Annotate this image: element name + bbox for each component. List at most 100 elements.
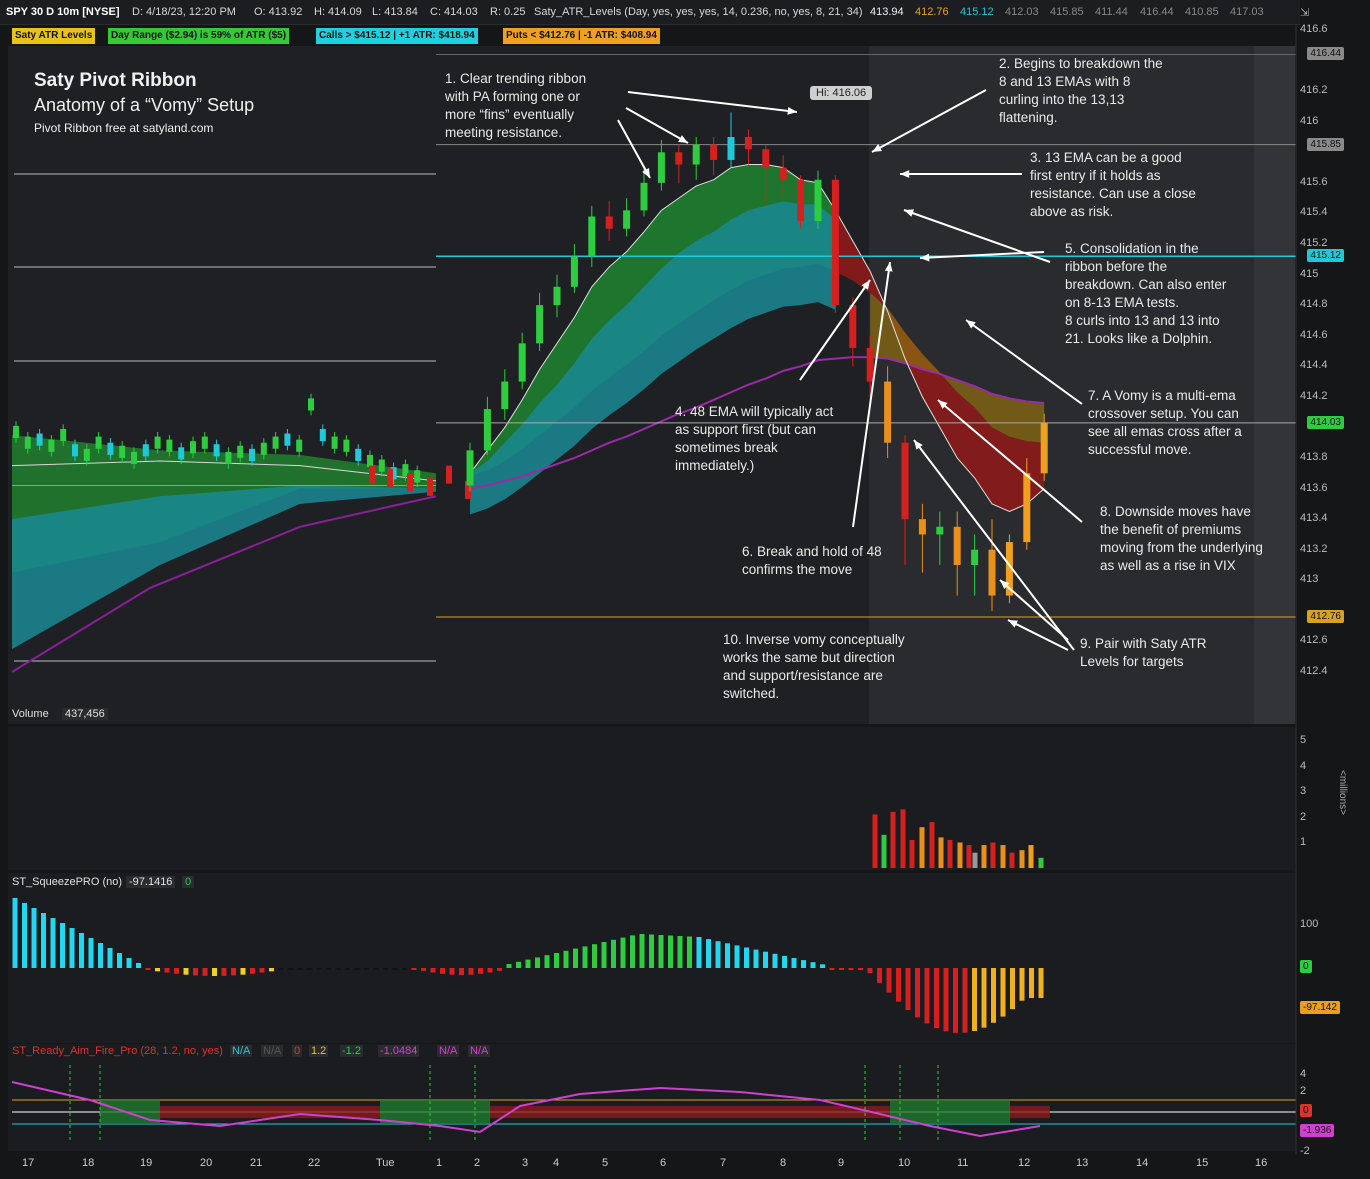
- annotation-line: the benefit of premiums: [1100, 522, 1242, 537]
- volume-bar: [881, 834, 887, 868]
- squeeze-bar: [478, 968, 483, 974]
- premarket-candle: [154, 436, 161, 449]
- premarket-candle: [407, 473, 413, 492]
- high-label: H: 414.09: [314, 6, 362, 18]
- squeeze-bar: [981, 968, 987, 1028]
- volume-bar: [947, 839, 953, 868]
- symbol-label[interactable]: SPY 30 D 10m [NYSE]: [6, 6, 120, 18]
- annotation-note: 1. Clear trending ribbon with PA forming …: [445, 70, 586, 142]
- annotation-line: flattening.: [999, 110, 1058, 125]
- squeeze-bar: [354, 968, 360, 970]
- volume-bar: [1038, 857, 1044, 868]
- squeeze-bar: [734, 945, 740, 968]
- volume-bar: [890, 811, 896, 868]
- premarket-candle: [272, 436, 279, 449]
- premarket-candle: [331, 436, 338, 449]
- time-tick: 4: [553, 1157, 560, 1169]
- squeeze-bar: [630, 935, 635, 968]
- squeeze-bar: [687, 936, 692, 968]
- premarket-candle: [119, 445, 126, 458]
- candle-body: [536, 305, 544, 344]
- volume-bar: [957, 842, 963, 868]
- time-tick: 22: [308, 1157, 321, 1169]
- volume-bar: [900, 809, 906, 868]
- price-tick: 415: [1300, 267, 1319, 280]
- chart-canvas[interactable]: [0, 24, 1370, 1179]
- squeeze-bar: [915, 968, 920, 1018]
- squeeze-bar: [715, 941, 721, 968]
- candle-body: [849, 305, 857, 348]
- premarket-candle: [95, 436, 102, 449]
- volume-bar: [919, 827, 925, 868]
- squeeze-bar: [867, 968, 873, 973]
- premarket-candle: [378, 459, 385, 472]
- candle-layer: [13, 112, 1048, 611]
- day-range-badge: Day Range ($2.94) is 59% of ATR ($5): [108, 28, 290, 44]
- arrow-head: [1008, 620, 1018, 628]
- hi-label: Hi: 416.06: [816, 87, 867, 99]
- raf-label: ST_Ready_Aim_Fire_Pro (28, 1.2, no, yes): [12, 1045, 223, 1057]
- time-tick: 3: [522, 1157, 529, 1169]
- study-label[interactable]: Saty_ATR_Levels (Day, yes, yes, yes, 14,…: [534, 6, 863, 18]
- premarket-candle: [387, 468, 393, 487]
- squeeze-bar: [829, 968, 835, 970]
- annotation-line: as support first (but can: [675, 422, 817, 437]
- annotation-line: see all emas cross after a: [1088, 424, 1242, 439]
- squeeze-bar: [136, 963, 141, 968]
- squeeze-bar: [516, 961, 521, 968]
- squeeze-bar: [1029, 968, 1034, 998]
- arrow-head: [914, 440, 923, 450]
- annotation-line: confirms the move: [742, 562, 853, 577]
- collapse-icon[interactable]: ⇲: [1300, 7, 1310, 19]
- squeeze-bar: [12, 898, 18, 968]
- squeeze-bar: [326, 968, 331, 970]
- study-value: 416.44: [1140, 6, 1174, 18]
- price-tick: 414.4: [1300, 359, 1328, 372]
- date-label: D: 4/18/23, 12:20 PM: [132, 6, 236, 18]
- annotation-arrow: [625, 107, 689, 144]
- annotation-note: 9. Pair with Saty ATR Levels for targets: [1080, 635, 1207, 671]
- ema8-line: [469, 164, 1045, 513]
- premarket-candle: [284, 433, 291, 446]
- squeeze-bar: [231, 968, 236, 976]
- squeeze-bar: [345, 968, 350, 970]
- study-value: 412.03: [1005, 6, 1039, 18]
- squeeze-bar: [193, 968, 198, 976]
- price-tick: 413.2: [1300, 542, 1328, 555]
- premarket-candle: [213, 444, 220, 457]
- annotation-line: 9. Pair with Saty ATR: [1080, 636, 1207, 651]
- volume-bars: [872, 809, 1044, 868]
- squeeze-bar: [117, 953, 122, 968]
- premarket-candle: [13, 425, 19, 439]
- arrow-head: [884, 262, 893, 272]
- time-tick: 14: [1136, 1157, 1149, 1169]
- candle-body: [710, 144, 718, 160]
- premarket-candle: [343, 439, 350, 452]
- squeeze-bar: [592, 944, 597, 968]
- volume-bar: [972, 852, 978, 868]
- squeeze-bar: [839, 968, 844, 970]
- squeeze-bar: [145, 968, 151, 970]
- candle-body: [936, 526, 944, 535]
- premarket-candle: [131, 451, 137, 465]
- premarket-candle: [319, 428, 326, 442]
- volume-tick: 5: [1300, 734, 1307, 746]
- candle-body: [692, 144, 700, 165]
- squeeze-bar: [1019, 968, 1025, 1001]
- arrow-head: [642, 168, 650, 178]
- annotation-line: curling into the 13,13: [999, 92, 1125, 107]
- raf-value: N/A: [468, 1045, 491, 1057]
- annotation-line: Levels for targets: [1080, 654, 1184, 669]
- time-tick: Tue: [376, 1157, 395, 1169]
- annotation-line: with PA forming one or: [445, 89, 580, 104]
- squeeze-bar: [649, 934, 654, 968]
- squeeze-bar: [506, 964, 512, 968]
- squeeze-bar: [886, 968, 892, 993]
- candle-body: [918, 519, 926, 535]
- arrow-head: [1000, 580, 1010, 590]
- squeeze-bar: [848, 968, 854, 970]
- ema48-line: [469, 356, 1045, 490]
- ribbon-layer: [11, 164, 1045, 673]
- squeeze-bar: [962, 968, 968, 1033]
- atr-levels-badge: Saty ATR Levels: [12, 28, 96, 44]
